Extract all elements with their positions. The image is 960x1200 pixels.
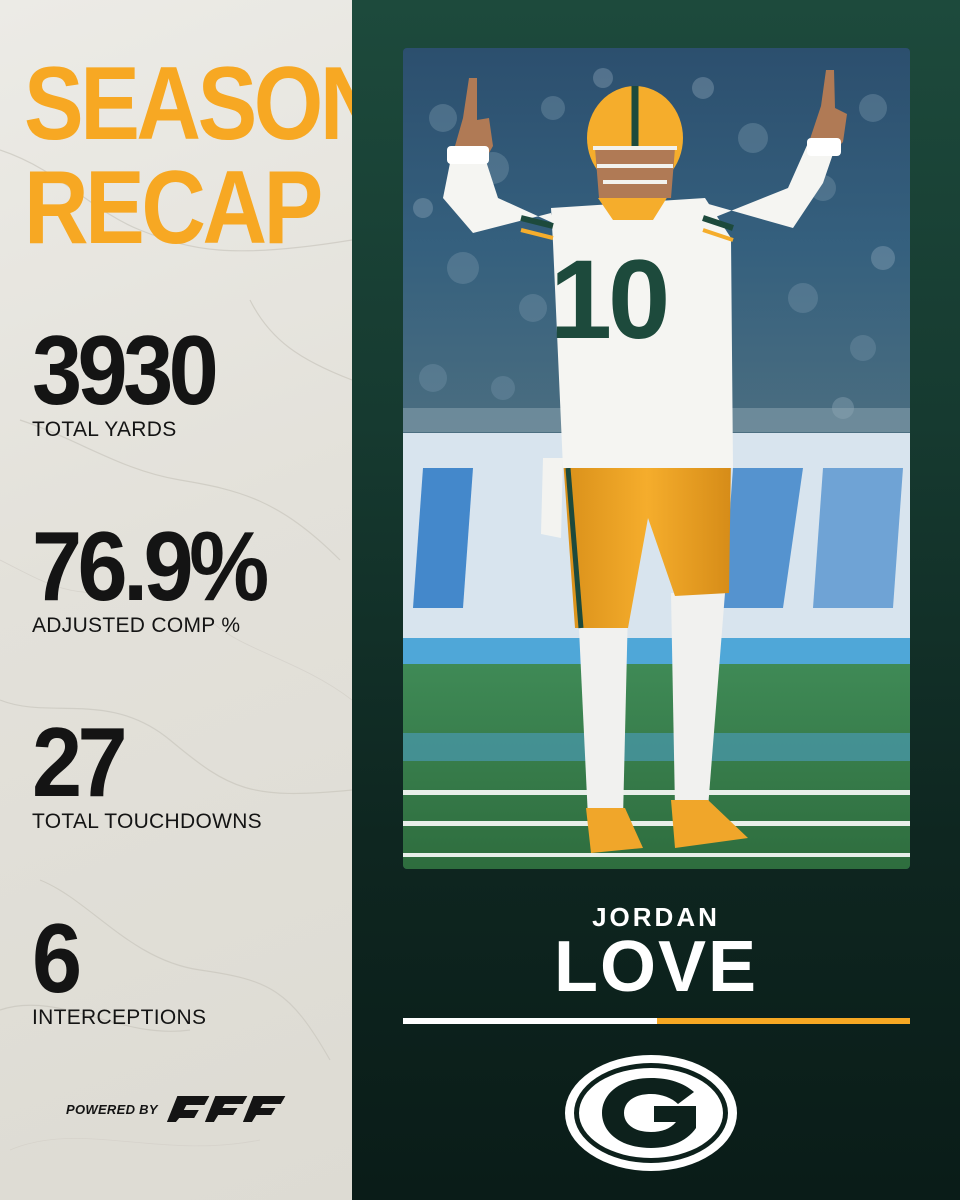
divider-gold-segment <box>657 1018 910 1024</box>
stat-value: 76.9% <box>32 511 269 621</box>
stat-value: 3930 <box>32 315 219 425</box>
title-line-1: SEASON <box>24 46 352 162</box>
jersey-number: 10 <box>550 237 667 362</box>
stat-total-yards: 3930 TOTAL YARDS <box>32 315 230 442</box>
stat-total-touchdowns: 27 TOTAL TOUCHDOWNS <box>32 707 262 834</box>
player-first-name: JORDAN <box>592 902 720 932</box>
title-line-2: RECAP <box>24 150 323 266</box>
stat-adjusted-comp: 76.9% ADJUSTED COMP % <box>32 511 285 638</box>
stat-label: TOTAL YARDS <box>32 418 177 441</box>
stats-panel: SEASON RECAP 3930 TOTAL YARDS 76.9% ADJU… <box>0 0 352 1200</box>
player-panel: 10 JORDAN LOVE <box>352 0 960 1200</box>
stat-value: 6 <box>32 903 82 1013</box>
player-photo: 10 <box>403 48 910 869</box>
pff-logo-icon <box>166 1096 286 1122</box>
divider-white-segment <box>403 1018 657 1024</box>
player-last-name: LOVE <box>553 927 759 1007</box>
stat-interceptions: 6 INTERCEPTIONS <box>32 903 207 1030</box>
stat-label: TOTAL TOUCHDOWNS <box>32 810 262 833</box>
powered-by-label: POWERED BY <box>66 1101 158 1117</box>
player-photo-illustration: 10 <box>403 48 910 869</box>
stat-value: 27 <box>32 707 128 817</box>
green-bay-g-logo-icon <box>565 1055 737 1171</box>
season-recap-title: SEASON RECAP <box>24 52 352 260</box>
name-divider <box>403 1018 910 1024</box>
stat-label: INTERCEPTIONS <box>32 1006 207 1029</box>
marble-texture <box>0 149 352 1151</box>
powered-by: POWERED BY <box>66 1094 286 1124</box>
stat-label: ADJUSTED COMP % <box>32 614 241 637</box>
